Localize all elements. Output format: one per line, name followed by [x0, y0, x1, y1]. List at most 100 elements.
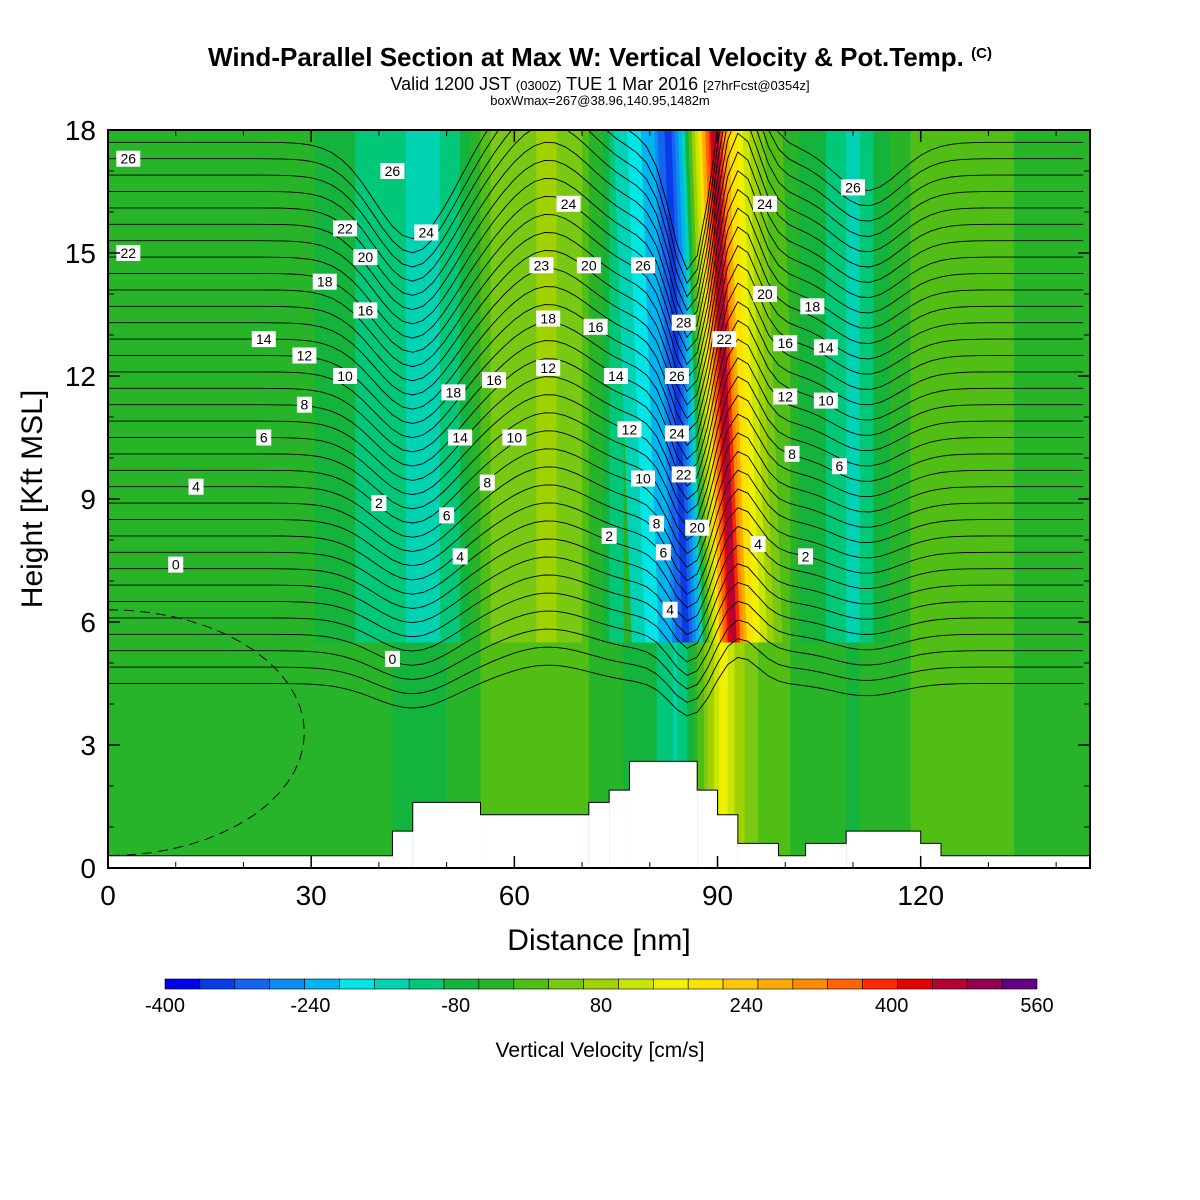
svg-text:22: 22	[676, 466, 692, 482]
velocity-band	[331, 130, 345, 643]
colorbar-swatch	[304, 978, 340, 990]
contour-label: 20	[576, 257, 601, 274]
theta-contour	[108, 544, 1084, 636]
velocity-band-lower	[582, 642, 590, 868]
velocity-band	[859, 130, 868, 643]
velocity-band-lower	[556, 642, 567, 868]
velocity-band-lower	[622, 642, 631, 868]
velocity-band-lower	[108, 642, 157, 868]
y-axis-label: Height [Kft MSL]	[16, 390, 49, 608]
terrain-block	[480, 814, 589, 868]
theta-contour	[108, 188, 1084, 379]
velocity-band-lower	[734, 642, 739, 868]
velocity-band	[798, 130, 807, 643]
terrain-block	[920, 843, 942, 868]
colorbar-swatch	[966, 978, 1003, 990]
contour-label: 18	[800, 298, 825, 315]
velocity-band-lower	[367, 642, 380, 868]
theta-contour	[108, 581, 1084, 663]
velocity-band-lower	[670, 642, 675, 868]
velocity-band-lower	[805, 642, 814, 868]
velocity-band-lower	[615, 642, 624, 868]
velocity-band-lower	[724, 642, 729, 868]
velocity-band-lower	[697, 642, 702, 868]
svg-text:18: 18	[446, 384, 462, 400]
velocity-band-lower	[819, 642, 827, 868]
contour-label: 2	[798, 548, 814, 565]
velocity-band-lower	[306, 642, 316, 868]
theta-contour	[108, 432, 1084, 555]
valid-time-line: Valid 1200 JST (0300Z) TUE 1 Mar 2016 [2…	[0, 74, 1200, 95]
colorbar-swatch	[478, 978, 515, 990]
colorbar-swatch	[164, 978, 201, 990]
contour-label: 14	[251, 331, 276, 348]
theta-contour	[108, 151, 1084, 352]
velocity-band-lower	[737, 642, 746, 868]
velocity-band-lower	[714, 642, 719, 868]
theta-contour	[108, 130, 1084, 312]
svg-text:6: 6	[659, 544, 667, 560]
velocity-band	[297, 130, 308, 643]
velocity-band-lower	[524, 642, 538, 868]
velocity-band	[664, 130, 687, 643]
velocity-band	[852, 130, 861, 643]
svg-text:20: 20	[689, 520, 705, 536]
colorbar-swatch	[722, 978, 759, 990]
velocity-band	[825, 130, 834, 643]
svg-text:16: 16	[486, 372, 502, 388]
contour-label: 12	[773, 388, 798, 405]
contour-label: 22	[712, 331, 737, 348]
velocity-band-lower	[937, 642, 956, 868]
theta-contour	[108, 338, 1084, 487]
velocity-band	[613, 130, 640, 643]
velocity-band	[548, 130, 558, 643]
svg-text:8: 8	[788, 446, 796, 462]
velocity-band-lower	[866, 642, 875, 868]
svg-text:10: 10	[635, 471, 651, 487]
contour-label: 16	[773, 335, 798, 352]
theta-contour	[108, 563, 1084, 649]
velocity-band	[954, 130, 973, 643]
velocity-band	[609, 130, 617, 643]
velocity-band	[988, 130, 1015, 643]
colorbar-swatch	[339, 978, 375, 990]
colorbar-tick-label: -400	[145, 995, 185, 1017]
velocity-band	[405, 130, 421, 643]
svg-text:8: 8	[483, 475, 491, 491]
theta-contour	[108, 130, 1084, 298]
velocity-band-lower	[744, 642, 753, 868]
y-tick-label: 12	[65, 361, 96, 392]
velocity-band-lower	[719, 642, 722, 868]
colorbar-swatch	[234, 978, 270, 990]
svg-text:12: 12	[622, 421, 638, 437]
velocity-band-lower	[643, 642, 651, 868]
contour-label: 20	[353, 249, 378, 266]
contour-label: 20	[685, 519, 710, 536]
velocity-band-lower	[825, 642, 834, 868]
velocity-band-lower	[453, 642, 462, 868]
valid-utc: (0300Z)	[515, 78, 562, 93]
velocity-band-lower	[910, 642, 922, 868]
svg-text:14: 14	[452, 430, 468, 446]
velocity-band-lower	[548, 642, 558, 868]
svg-text:10: 10	[507, 430, 523, 446]
velocity-band	[839, 130, 848, 643]
terrain-block	[697, 790, 718, 868]
velocity-band	[1064, 130, 1090, 643]
velocity-band-lower	[790, 642, 800, 868]
velocity-band-lower	[812, 642, 821, 868]
theta-contour	[108, 619, 1084, 690]
contour-label: 10	[502, 429, 527, 446]
contour-label: 12	[292, 347, 317, 364]
velocity-band	[742, 130, 769, 643]
velocity-band-lower	[250, 642, 299, 868]
velocity-band	[805, 130, 814, 643]
velocity-band-lower	[873, 642, 882, 868]
velocity-band-lower	[710, 642, 716, 868]
svg-text:18: 18	[540, 311, 556, 327]
svg-text:18: 18	[805, 298, 821, 314]
svg-text:6: 6	[260, 430, 268, 446]
velocity-band	[790, 130, 800, 643]
velocity-band	[846, 130, 854, 643]
velocity-band	[500, 130, 514, 643]
